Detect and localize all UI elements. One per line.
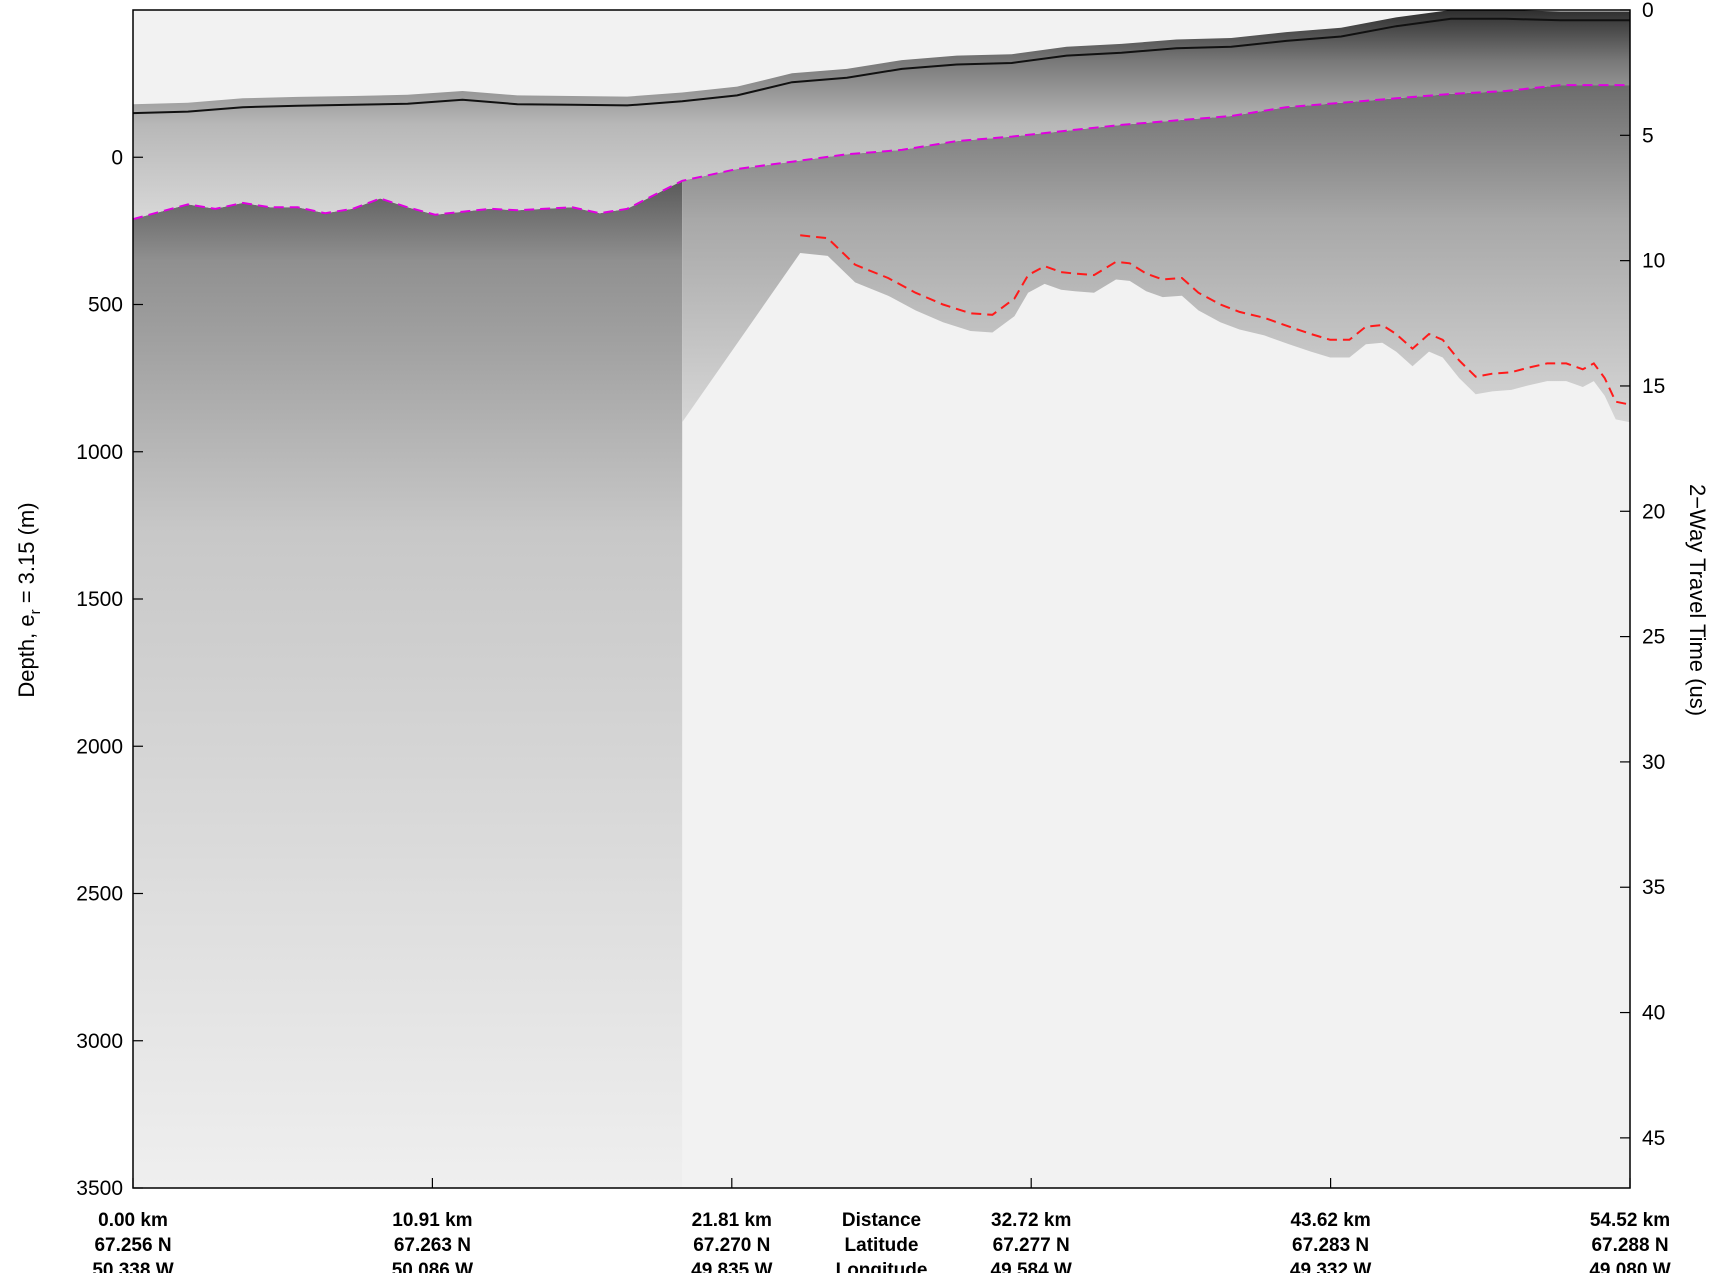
plot-area [133, 10, 1630, 1188]
time-tick-label: 30 [1642, 751, 1665, 774]
depth-axis: 0 500 1000 1500 2000 2500 3000 3500 [76, 146, 143, 1200]
depth-tick-label: 0 [111, 146, 123, 169]
bottom-row-name: Longitude [836, 1260, 928, 1273]
bottom-row-value: 67.270 N [693, 1235, 770, 1256]
bottom-row-value: 49.835 W [691, 1260, 772, 1273]
surface-clutter-band [133, 10, 1630, 220]
bottom-row-value: 0.00 km [98, 1210, 168, 1231]
bottom-row-name: Distance [842, 1210, 921, 1231]
depth-tick-label: 3500 [76, 1177, 123, 1200]
depth-tick-label: 2000 [76, 735, 123, 758]
depth-tick-label: 3000 [76, 1030, 123, 1053]
time-tick-label: 25 [1642, 626, 1665, 649]
depth-tick-label: 1500 [76, 588, 123, 611]
bottom-row-value: 49.080 W [1589, 1260, 1670, 1273]
time-tick-label: 20 [1642, 500, 1665, 523]
bottom-row-name: Latitude [845, 1235, 919, 1256]
distance-axis: 0.00 km 67.256 N 50.338 W 10.91 km 67.263 N 5… [92, 1178, 1671, 1273]
depth-tick-label: 2500 [76, 883, 123, 906]
bottom-row-value: 32.72 km [991, 1210, 1071, 1231]
bottom-row-value: 67.263 N [394, 1235, 471, 1256]
time-tick-label: 15 [1642, 375, 1665, 398]
surface-line [133, 17, 1630, 115]
time-axis: 0 5 10 15 20 25 30 35 40 45 [1620, 0, 1665, 1150]
time-axis-title: 2−Way Travel Time (us) [1685, 484, 1710, 716]
bottom-row-value: 67.256 N [94, 1235, 171, 1256]
bottom-row-value: 67.288 N [1591, 1235, 1668, 1256]
bottom-row-value: 21.81 km [692, 1210, 772, 1231]
bottom-row-value: 67.277 N [993, 1235, 1070, 1256]
pick-line-magenta [133, 84, 1630, 221]
bottom-row-value: 54.52 km [1590, 1210, 1670, 1231]
depth-axis-title: Depth, er = 3.15 (m) [14, 502, 44, 697]
bottom-row-value: 43.62 km [1290, 1210, 1370, 1231]
depth-tick-label: 1000 [76, 441, 123, 464]
bottom-row-value: 49.584 W [991, 1260, 1072, 1273]
time-tick-label: 40 [1642, 1002, 1665, 1025]
bottom-row-value: 50.338 W [92, 1260, 173, 1273]
bottom-row-value: 67.283 N [1292, 1235, 1369, 1256]
bottom-row-value: 10.91 km [392, 1210, 472, 1231]
depth-tick-label: 500 [88, 294, 123, 317]
time-tick-label: 35 [1642, 876, 1665, 899]
time-tick-label: 10 [1642, 250, 1665, 273]
time-tick-label: 5 [1642, 124, 1654, 147]
time-tick-label: 0 [1642, 0, 1654, 22]
bottom-row-value: 50.086 W [392, 1260, 473, 1273]
ice-layer-band [682, 85, 1630, 423]
time-tick-label: 45 [1642, 1127, 1665, 1150]
deep-scatter-region [133, 180, 683, 1188]
pick-line-red-bed [800, 234, 1630, 406]
bottom-row-value: 49.332 W [1290, 1260, 1371, 1273]
